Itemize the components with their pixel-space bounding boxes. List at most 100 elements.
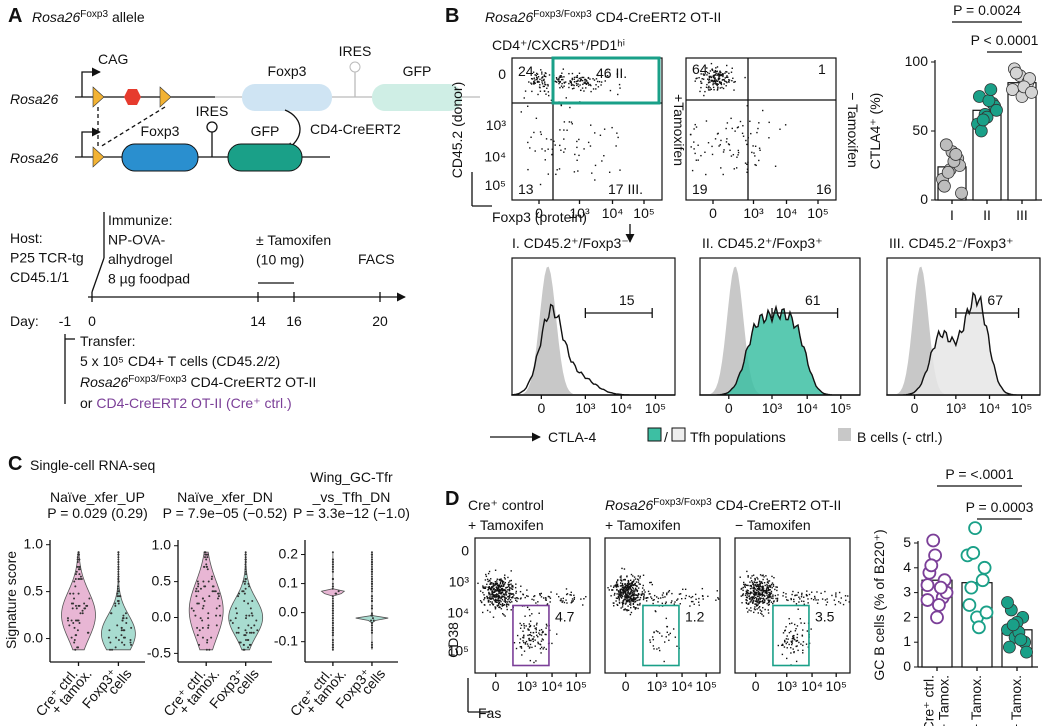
event-dot: [639, 602, 641, 605]
event-dot: [491, 593, 493, 596]
event-dot: [635, 607, 637, 609]
event-dot: [698, 597, 700, 600]
cell-dot: [331, 568, 334, 571]
gate-value: 3.5: [815, 609, 835, 625]
event-dot: [761, 593, 764, 595]
event-dot: [612, 586, 615, 589]
event-dot: [597, 86, 600, 88]
label: 10⁵: [826, 678, 847, 694]
event-dot: [676, 645, 678, 647]
event-dot: [538, 629, 541, 632]
label: Host:: [10, 230, 43, 246]
event-dot: [630, 573, 633, 576]
event-dot: [710, 88, 712, 90]
cell-dot: [72, 621, 75, 624]
event-dot: [774, 165, 777, 167]
header-b-part: CD4-CreERT2 OT-II: [592, 9, 722, 25]
event-dot: [747, 603, 750, 605]
event-dot: [712, 83, 714, 86]
event-dot: [573, 598, 576, 600]
event-dot: [540, 652, 542, 654]
event-dot: [766, 586, 768, 589]
event-dot: [479, 600, 482, 602]
event-dot: [620, 596, 623, 599]
event-dot: [805, 593, 808, 596]
event-dot: [783, 646, 786, 648]
event-dot: [622, 590, 624, 593]
event-dot: [631, 581, 634, 583]
event-dot: [571, 78, 573, 81]
event-dot: [623, 568, 626, 570]
b-cell-histogram: [700, 266, 860, 395]
event-dot: [563, 121, 566, 123]
event-dot: [615, 584, 617, 587]
event-dot: [615, 586, 618, 588]
cell-dot: [331, 578, 334, 581]
event-dot: [781, 644, 783, 647]
event-dot: [769, 596, 771, 598]
event-dot: [556, 78, 558, 80]
event-dot: [716, 83, 718, 86]
event-dot: [797, 608, 799, 610]
event-dot: [622, 589, 625, 592]
event-dot: [558, 82, 560, 85]
cell-dot: [250, 626, 253, 629]
event-dot: [563, 76, 565, 78]
event-dot: [576, 159, 578, 162]
event-dot: [744, 594, 747, 597]
event-dot: [725, 80, 727, 83]
event-dot: [566, 129, 568, 131]
event-dot: [486, 597, 489, 600]
event-dot: [694, 123, 696, 126]
event-dot: [824, 590, 826, 593]
event-dot: [634, 594, 637, 596]
event-dot: [634, 590, 636, 592]
event-dot: [507, 596, 509, 598]
event-dot: [515, 647, 518, 650]
cell-dot: [370, 612, 373, 615]
event-dot: [561, 601, 563, 603]
event-dot: [762, 598, 765, 600]
event-dot: [628, 583, 631, 585]
event-dot: [820, 592, 822, 595]
cell-dot: [238, 592, 241, 595]
event-dot: [509, 580, 511, 582]
event-dot: [742, 135, 745, 137]
event-dot: [790, 597, 792, 600]
event-dot: [792, 648, 794, 650]
event-dot: [524, 596, 526, 599]
event-dot: [768, 603, 770, 606]
axis-arrows: [467, 678, 490, 713]
event-dot: [745, 599, 748, 601]
event-dot: [726, 81, 728, 84]
event-dot: [632, 588, 634, 590]
cell-dot: [122, 614, 125, 617]
gate-value: 4.7: [555, 609, 575, 625]
event-dot: [519, 622, 521, 625]
event-dot: [532, 82, 535, 84]
event-dot: [499, 589, 502, 592]
event-dot: [539, 633, 541, 636]
grey-gfp: [372, 84, 462, 111]
event-dot: [489, 596, 491, 598]
event-dot: [668, 589, 671, 592]
label: Signature score: [3, 551, 19, 649]
event-dot: [513, 594, 515, 596]
label: 0: [537, 400, 545, 416]
event-dot: [756, 599, 758, 602]
cell-dot: [331, 551, 334, 554]
event-dot: [571, 88, 574, 90]
event-dot: [801, 635, 804, 637]
cell-dot: [331, 614, 334, 617]
event-dot: [519, 598, 522, 600]
event-dot: [759, 597, 761, 599]
label: CD45.2 (donor): [449, 82, 465, 179]
event-dot: [792, 636, 794, 639]
event-dot: [495, 582, 498, 584]
event-dot: [795, 627, 797, 630]
x-tick-label: − Tamox.: [968, 675, 984, 726]
event-dot: [573, 76, 576, 79]
event-dot: [508, 596, 510, 598]
event-dot: [541, 71, 543, 73]
event-dot: [779, 128, 781, 130]
